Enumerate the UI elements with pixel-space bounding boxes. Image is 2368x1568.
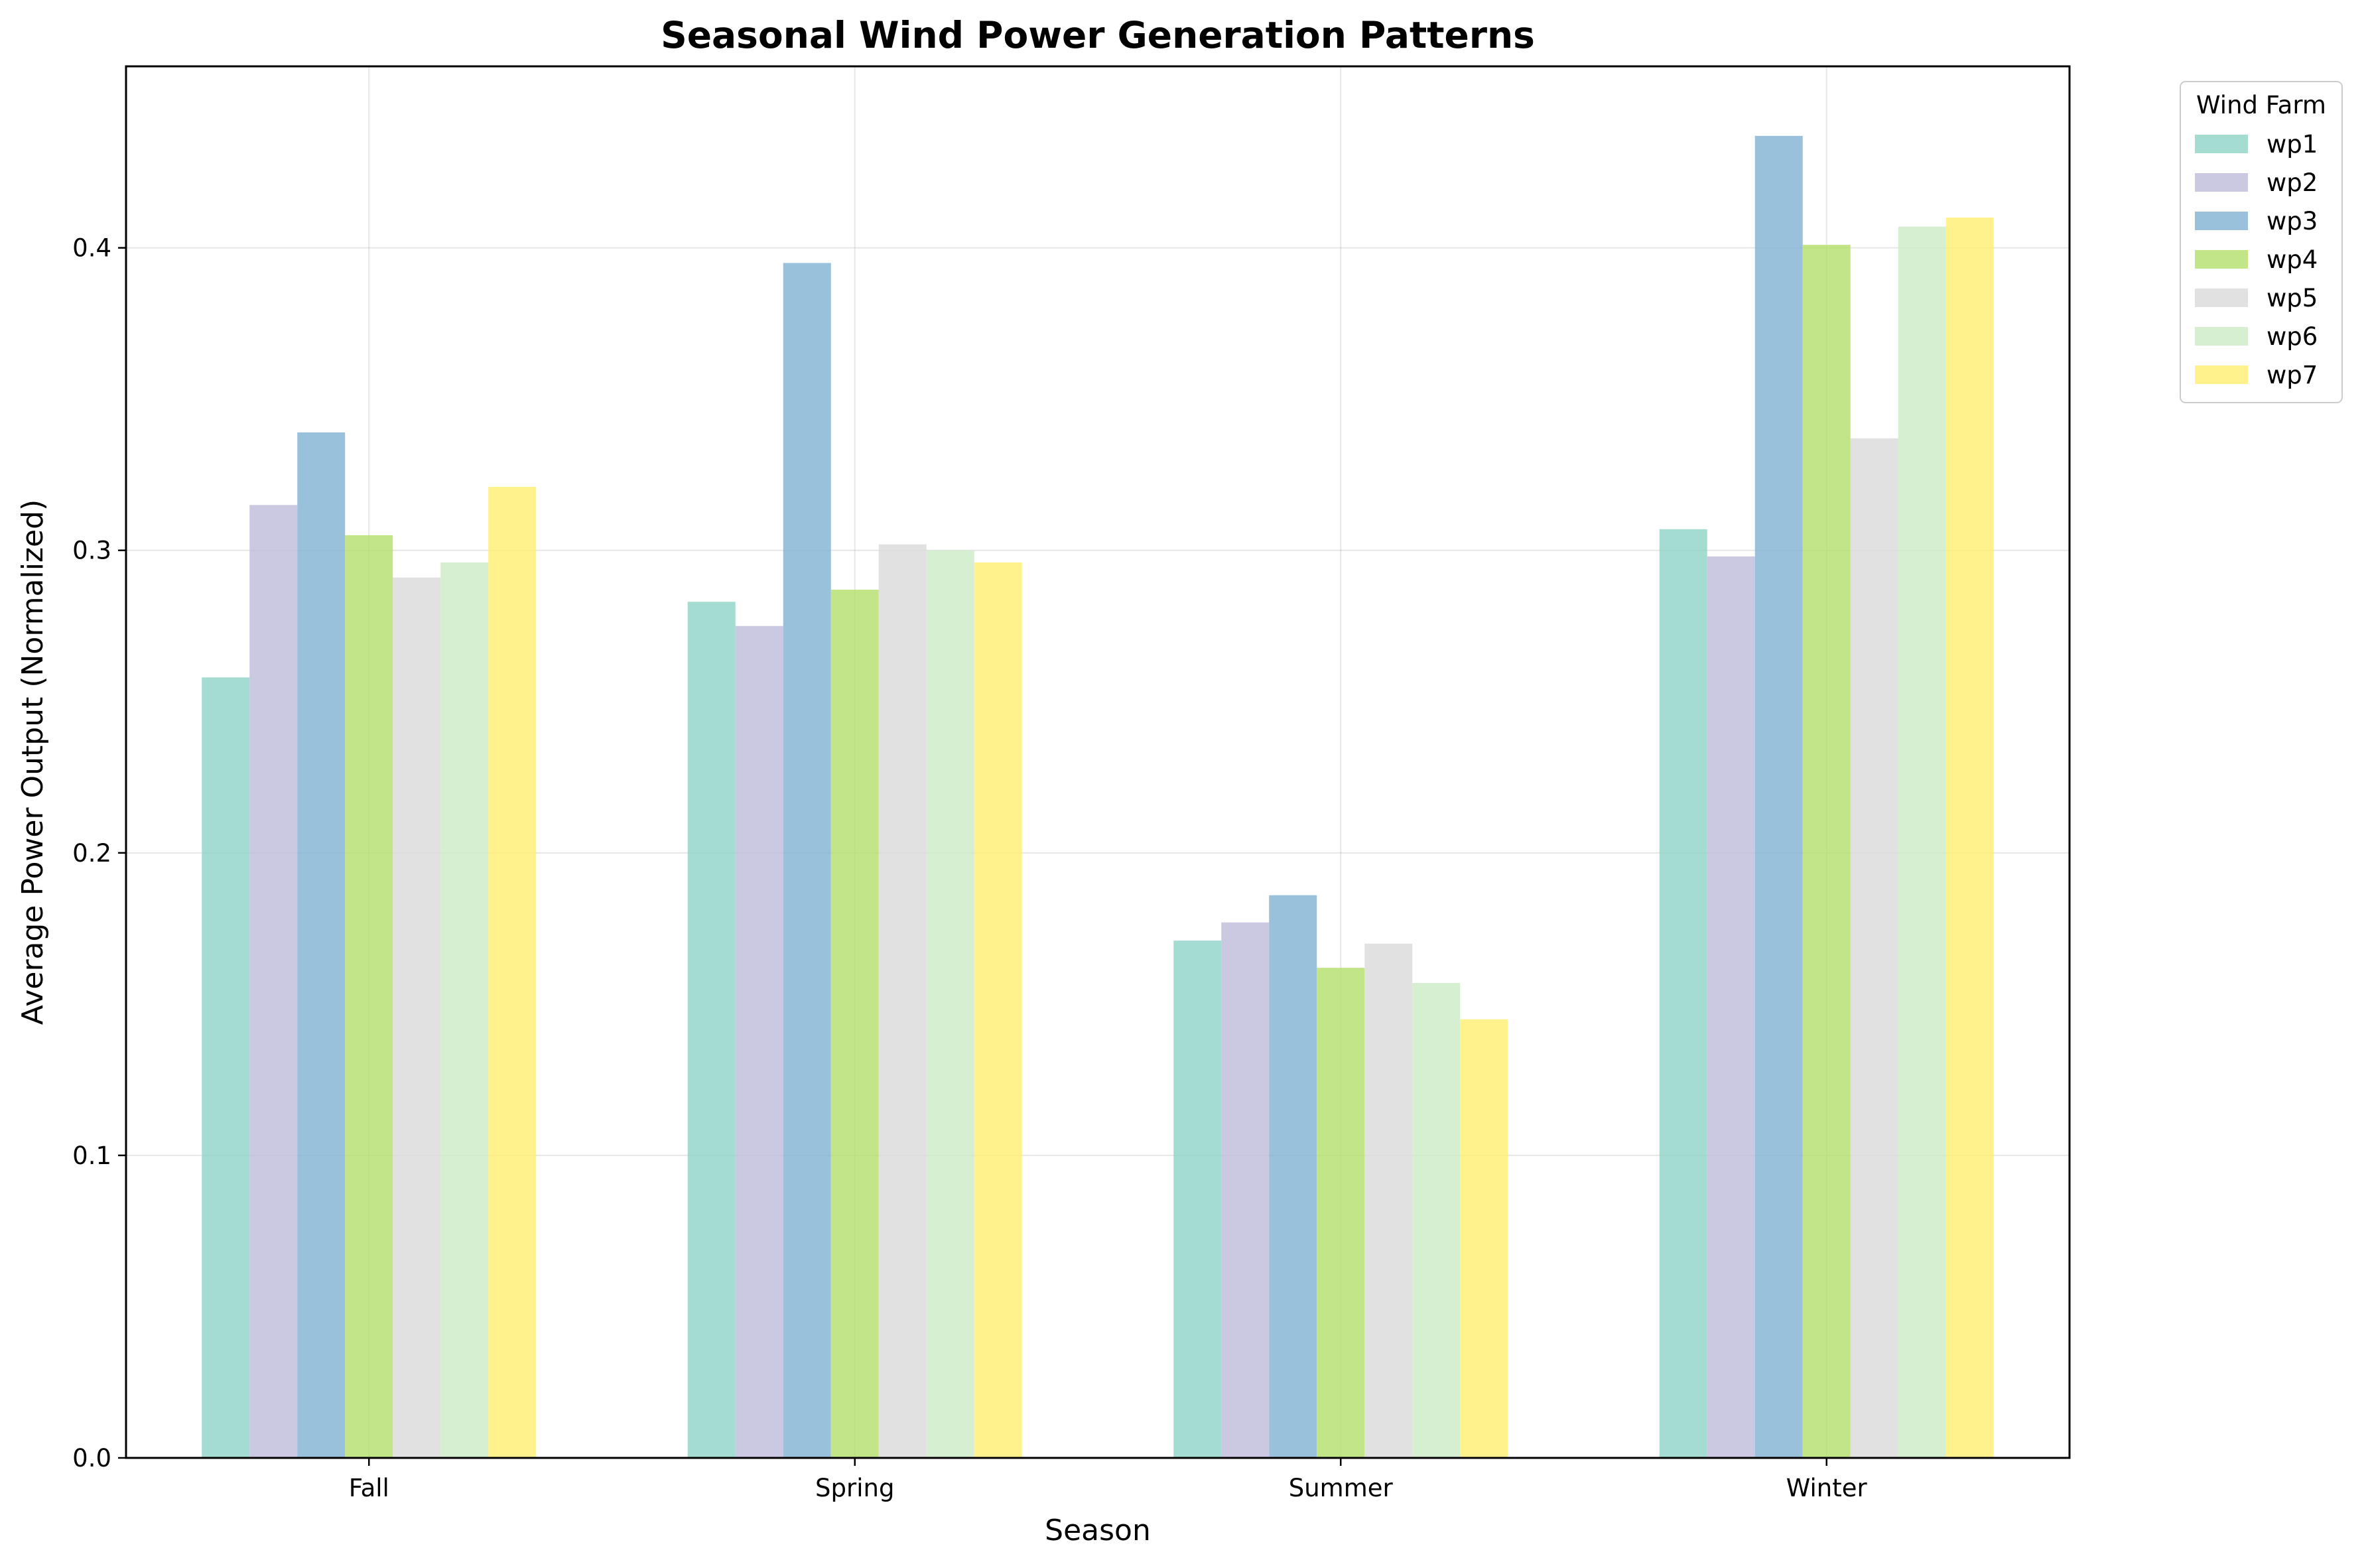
y-tick-label: 0.0 — [72, 1444, 111, 1472]
y-tick-label: 0.4 — [72, 234, 111, 263]
legend-label-wp1: wp1 — [2267, 130, 2318, 159]
y-axis-label: Average Power Output (Normalized) — [16, 499, 50, 1025]
bar-wp3-fall — [297, 432, 346, 1458]
bar-wp6-summer — [1412, 982, 1461, 1458]
legend-title: Wind Farm — [2196, 91, 2326, 119]
legend-label-wp3: wp3 — [2267, 207, 2318, 235]
bars — [202, 135, 1994, 1459]
bar-wp5-fall — [393, 577, 441, 1459]
legend-swatch-wp6 — [2195, 327, 2248, 346]
x-tick-label-summer: Summer — [1289, 1474, 1394, 1502]
bar-wp5-winter — [1850, 438, 1898, 1458]
legend-frame — [2180, 81, 2343, 403]
legend-label-wp2: wp2 — [2267, 168, 2318, 197]
bar-wp4-spring — [830, 590, 879, 1458]
x-tick-label-winter: Winter — [1786, 1474, 1868, 1502]
chart-title: Seasonal Wind Power Generation Patterns — [661, 14, 1535, 56]
y-tick-label: 0.3 — [72, 537, 111, 565]
bar-wp3-summer — [1269, 895, 1317, 1458]
legend-swatch-wp4 — [2195, 250, 2248, 269]
bar-wp2-winter — [1707, 556, 1755, 1458]
bar-wp3-winter — [1754, 135, 1803, 1458]
bar-wp7-spring — [974, 562, 1022, 1458]
legend-swatch-wp3 — [2195, 212, 2248, 230]
axis-ticks: 0.0 0.1 0.2 0.3 0.4 Fall Spring Summer Winter — [72, 234, 1867, 1502]
x-tick-label-fall: Fall — [349, 1474, 389, 1502]
y-tick-label: 0.2 — [72, 839, 111, 868]
legend-label-wp7: wp7 — [2267, 361, 2318, 389]
legend-swatch-wp1 — [2195, 135, 2248, 153]
bar-wp5-spring — [878, 544, 927, 1458]
bar-wp1-fall — [202, 677, 250, 1458]
bar-wp4-summer — [1317, 968, 1365, 1458]
legend-swatch-wp5 — [2195, 289, 2248, 307]
bar-wp2-summer — [1221, 922, 1270, 1458]
bar-wp6-spring — [926, 550, 974, 1458]
bar-wp7-winter — [1945, 218, 1994, 1459]
bar-wp2-fall — [249, 505, 298, 1458]
bar-wp7-fall — [488, 486, 537, 1458]
bar-wp7-summer — [1460, 1019, 1508, 1458]
legend-label-wp4: wp4 — [2267, 245, 2318, 274]
bar-wp1-summer — [1173, 941, 1222, 1458]
bar-wp3-spring — [783, 263, 831, 1458]
bar-wp2-spring — [735, 625, 783, 1458]
x-tick-label-spring: Spring — [815, 1474, 894, 1502]
plot-frame — [125, 65, 2071, 1459]
y-tick-label: 0.1 — [72, 1142, 111, 1170]
bar-wp4-fall — [345, 535, 393, 1458]
legend-swatch-wp7 — [2195, 365, 2248, 384]
bar-wp6-winter — [1898, 226, 1946, 1458]
legend: Wind Farm wp1 wp2 wp3 wp4 wp5 wp6 wp7 — [2180, 81, 2343, 403]
legend-label-wp6: wp6 — [2267, 322, 2318, 351]
x-axis-label: Season — [1045, 1514, 1151, 1547]
bar-wp1-spring — [687, 602, 736, 1458]
bar-wp6-fall — [440, 562, 489, 1458]
legend-label-wp5: wp5 — [2267, 284, 2318, 312]
bar-wp4-winter — [1802, 245, 1851, 1458]
bar-wp5-summer — [1364, 943, 1413, 1458]
legend-swatch-wp2 — [2195, 173, 2248, 192]
bar-wp1-winter — [1659, 529, 1707, 1459]
